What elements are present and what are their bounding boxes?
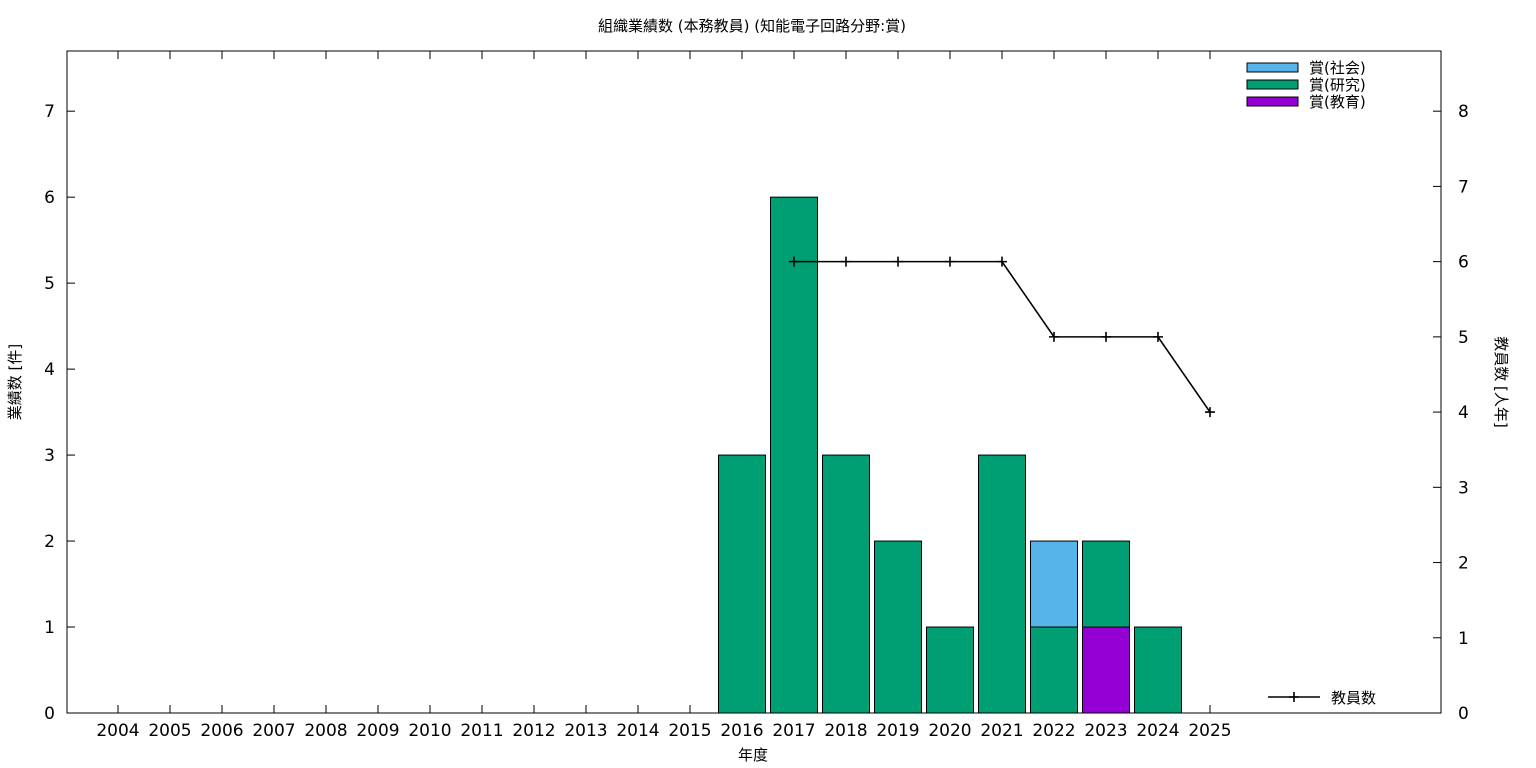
y2-tick-label: 3 — [1458, 478, 1469, 498]
x-tick-label: 2013 — [564, 721, 607, 741]
y2-tick-label: 7 — [1458, 177, 1469, 197]
y-tick-label: 1 — [44, 618, 55, 638]
y2-tick-label: 1 — [1458, 629, 1469, 649]
x-tick-label: 2020 — [928, 721, 971, 741]
y2-axis-label: 教員数 [人年] — [1492, 336, 1510, 427]
x-tick-label: 2015 — [668, 721, 711, 741]
x-tick-label: 2017 — [772, 721, 815, 741]
line-point — [1205, 407, 1215, 418]
legend-swatch — [1246, 62, 1299, 73]
x-tick-label: 2007 — [252, 721, 295, 741]
y2-tick-label: 0 — [1458, 704, 1469, 724]
x-tick-label: 2023 — [1084, 721, 1127, 741]
bar-segment — [1082, 540, 1130, 628]
y-axis-label: 業績数 [件] — [6, 344, 24, 420]
x-tick-label: 2009 — [356, 721, 399, 741]
y-tick-label: 3 — [44, 446, 55, 466]
line-point — [893, 256, 903, 267]
line-point — [1049, 331, 1059, 342]
x-tick-label: 2006 — [200, 721, 243, 741]
x-tick-label: 2025 — [1188, 721, 1231, 741]
bar-segment — [1030, 540, 1078, 628]
legend-line-marker — [1289, 692, 1299, 702]
y-tick-label: 6 — [44, 188, 55, 208]
x-tick-label: 2010 — [408, 721, 451, 741]
axis-ticks: 0 1 2 3 4 5 6 7 0 1 2 3 4 5 6 7 8 2004 2005 2006 2007 2008 200… — [44, 51, 1469, 741]
bar-segment — [1134, 626, 1182, 714]
legend: 賞(社会)賞(研究)賞(教育) 教員数 — [1246, 59, 1376, 707]
y-tick-label: 0 — [44, 704, 55, 724]
legend-label: 賞(社会) — [1309, 59, 1366, 77]
y2-tick-label: 5 — [1458, 328, 1469, 348]
y2-tick-label: 6 — [1458, 253, 1469, 273]
bar-segment — [770, 196, 818, 714]
y-tick-label: 7 — [44, 102, 55, 122]
y-tick-label: 4 — [44, 360, 55, 380]
x-tick-label: 2008 — [304, 721, 347, 741]
legend-label: 賞(研究) — [1309, 76, 1366, 94]
chart-title: 組織業績数 (本務教員) (知能電子回路分野:賞) — [598, 17, 906, 35]
x-tick-label: 2016 — [720, 721, 763, 741]
legend-label: 賞(教育) — [1309, 93, 1366, 111]
x-tick-label: 2019 — [876, 721, 919, 741]
bar-segment — [1030, 626, 1078, 714]
x-tick-label: 2005 — [148, 721, 191, 741]
line-point — [1101, 331, 1111, 342]
line-point — [945, 256, 955, 267]
line-point — [841, 256, 851, 267]
line-point — [997, 256, 1007, 267]
x-tick-label: 2022 — [1032, 721, 1075, 741]
x-tick-label: 2011 — [460, 721, 503, 741]
line-point — [1153, 331, 1163, 342]
bar-segment — [926, 626, 974, 714]
x-tick-label: 2018 — [824, 721, 867, 741]
bar-segment — [1082, 626, 1130, 714]
x-tick-label: 2021 — [980, 721, 1023, 741]
bar-segment — [718, 454, 766, 714]
legend-label: 教員数 — [1331, 689, 1376, 707]
bar-segment — [874, 540, 922, 714]
x-tick-label: 2012 — [512, 721, 555, 741]
line-series — [789, 256, 1215, 418]
bar-segment — [822, 454, 870, 714]
teacher-count-line — [794, 260, 1211, 413]
x-tick-label: 2024 — [1136, 721, 1179, 741]
line-point — [789, 256, 799, 267]
bar-segment — [978, 454, 1026, 714]
y-tick-label: 5 — [44, 274, 55, 294]
y2-tick-label: 8 — [1458, 102, 1469, 122]
y-tick-label: 2 — [44, 532, 55, 552]
x-axis-label: 年度 — [738, 746, 768, 764]
y2-tick-label: 4 — [1458, 403, 1469, 423]
x-tick-label: 2004 — [96, 721, 139, 741]
bars — [718, 196, 1182, 714]
y2-tick-label: 2 — [1458, 554, 1469, 574]
x-tick-label: 2014 — [616, 721, 659, 741]
legend-swatch — [1246, 79, 1299, 90]
legend-swatch — [1246, 96, 1299, 107]
